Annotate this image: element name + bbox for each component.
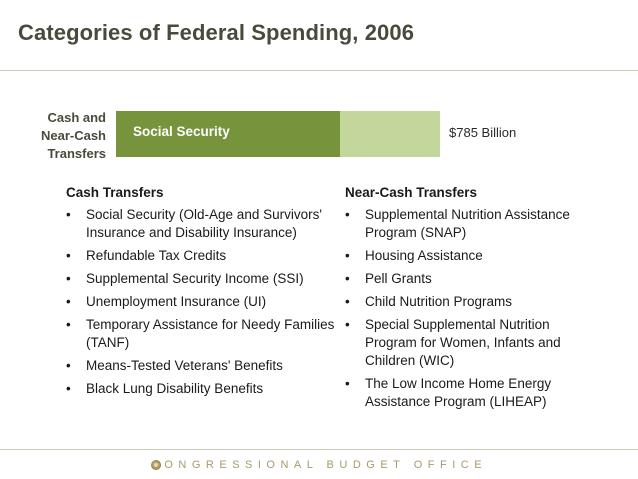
social-security-segment — [116, 111, 340, 157]
bullet-icon: • — [345, 317, 350, 332]
list-item-text: Housing Assistance — [365, 248, 483, 263]
list-item: • Black Lung Disability Benefits — [66, 380, 336, 398]
bullet-icon: • — [345, 376, 350, 391]
bullet-icon: • — [345, 248, 350, 263]
list-item: • Supplemental Nutrition Assistance Progr… — [345, 206, 605, 242]
bar-category-label: Cash and Near-Cash Transfers — [22, 109, 106, 163]
bullet-icon: • — [345, 294, 350, 309]
list-item-text: The Low Income Home Energy Assistance Pr… — [365, 376, 552, 409]
bullet-icon: • — [66, 317, 71, 332]
list-item-text: Supplemental Security Income (SSI) — [86, 271, 304, 286]
bar-total-label: $785 Billion — [449, 125, 517, 140]
list-item-text: Temporary Assistance for Needy Families … — [86, 317, 335, 350]
list-item-text: Social Security (Old-Age and Survivors' … — [86, 207, 322, 240]
list-item: • Means-Tested Veterans' Benefits — [66, 357, 336, 375]
bar-label-line: Near-Cash — [40, 128, 106, 143]
list-item-text: Unemployment Insurance (UI) — [86, 294, 267, 309]
list-item-text: Supplemental Nutrition Assistance Progra… — [365, 207, 570, 240]
bullet-icon: • — [66, 358, 71, 373]
bar-label-line: Transfers — [47, 146, 106, 161]
list-item-text: Refundable Tax Credits — [86, 248, 227, 263]
near-cash-transfers-heading: Near-Cash Transfers — [345, 185, 478, 200]
list-item: • Supplemental Security Income (SSI) — [66, 270, 336, 288]
bullet-icon: • — [66, 294, 71, 309]
list-item-text: Child Nutrition Programs — [365, 294, 513, 309]
list-item: • Social Security (Old-Age and Survivors'… — [66, 206, 336, 242]
bar-label-line: Cash and — [47, 110, 106, 125]
list-item-text: Means-Tested Veterans' Benefits — [86, 358, 283, 373]
bullet-icon: • — [66, 271, 71, 286]
social-security-label: Social Security — [133, 124, 230, 139]
other-transfers-segment — [340, 111, 440, 157]
cash-transfers-heading: Cash Transfers — [66, 185, 164, 200]
list-item: • Housing Assistance — [345, 247, 605, 265]
list-item: • The Low Income Home Energy Assistance P… — [345, 375, 605, 411]
list-item-text: Pell Grants — [365, 271, 432, 286]
list-item: • Unemployment Insurance (UI) — [66, 293, 336, 311]
bullet-icon: • — [345, 271, 350, 286]
cbo-seal-icon — [151, 460, 161, 470]
bullet-icon: • — [66, 248, 71, 263]
bullet-icon: • — [66, 381, 71, 396]
list-item: • Special Supplemental Nutrition Program … — [345, 316, 605, 370]
list-item-text: Special Supplemental Nutrition Program f… — [365, 317, 561, 368]
list-item: • Refundable Tax Credits — [66, 247, 336, 265]
bullet-icon: • — [66, 207, 71, 222]
cash-transfers-list: • Social Security (Old-Age and Survivors'… — [66, 206, 336, 398]
slide-title: Categories of Federal Spending, 2006 — [18, 20, 415, 45]
bullet-icon: • — [345, 207, 350, 222]
list-item-text: Black Lung Disability Benefits — [86, 381, 264, 396]
cash-transfers-column: Cash Transfers • Social Security (Old-Age… — [66, 185, 336, 403]
list-item: • Temporary Assistance for Needy Families… — [66, 316, 336, 352]
near-cash-transfers-list: • Supplemental Nutrition Assistance Progr… — [345, 206, 605, 411]
near-cash-transfers-column: Near-Cash Transfers • Supplemental Nutrit… — [345, 185, 605, 416]
footer-text: CONGRESSIONAL BUDGET OFFICE — [150, 459, 488, 471]
footer-divider — [0, 449, 638, 450]
list-item: • Pell Grants — [345, 270, 605, 288]
title-divider — [0, 70, 638, 71]
list-item: • Child Nutrition Programs — [345, 293, 605, 311]
